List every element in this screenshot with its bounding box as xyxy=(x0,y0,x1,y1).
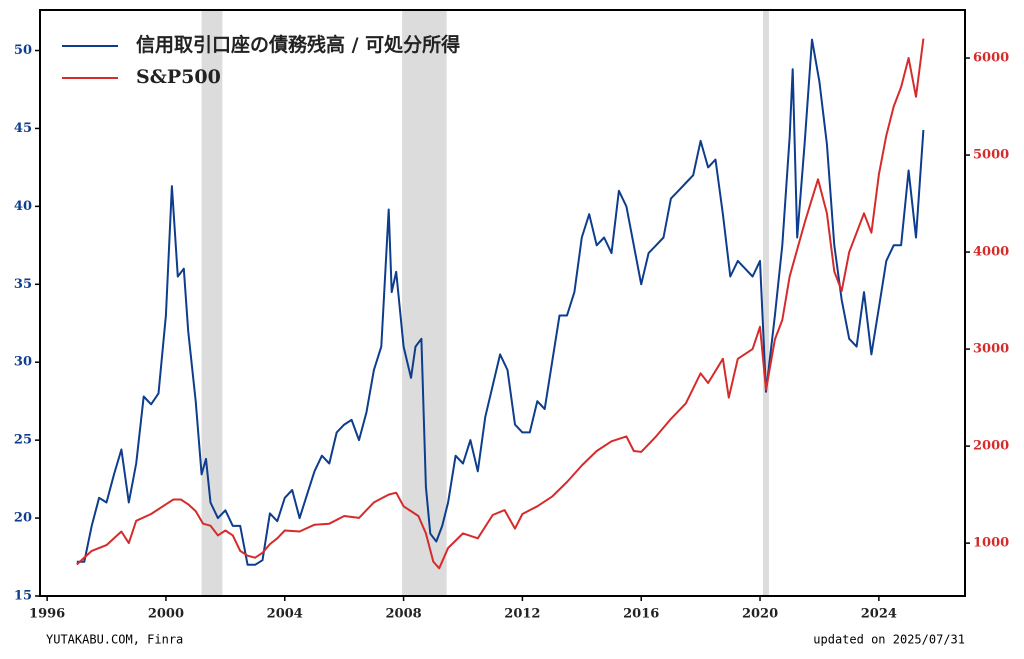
footnote-updated: updated on 2025/07/31 xyxy=(813,633,965,647)
plot-frame xyxy=(39,9,966,597)
y2-tick-label: 4000 xyxy=(973,245,1009,260)
y-tick-label: 40 xyxy=(14,199,32,214)
series-line xyxy=(76,38,925,570)
y2-tick-label: 5000 xyxy=(973,148,1009,163)
footnote-source: YUTAKABU.COM, Finra xyxy=(46,633,183,647)
x-tick-label: 2020 xyxy=(742,607,778,622)
y-tick-label: 50 xyxy=(14,43,32,58)
y-tick-label: 25 xyxy=(14,433,32,448)
y-tick-label: 20 xyxy=(14,511,32,526)
recession-shade xyxy=(763,10,769,596)
recession-shade xyxy=(201,10,223,596)
y2-tick-label: 2000 xyxy=(973,439,1009,454)
y-tick-label: 15 xyxy=(14,589,32,604)
y-tick-label: 35 xyxy=(14,277,32,292)
x-tick-label: 2008 xyxy=(385,607,421,622)
series-line xyxy=(76,38,925,566)
x-tick-label: 2000 xyxy=(148,607,184,622)
x-tick-label: 2012 xyxy=(504,607,540,622)
y-tick-label: 45 xyxy=(14,121,32,136)
y2-tick-label: 6000 xyxy=(973,51,1009,66)
x-tick-label: 1996 xyxy=(29,607,65,622)
x-tick-label: 2004 xyxy=(267,607,303,622)
recession-shade xyxy=(402,10,447,596)
y2-tick-label: 3000 xyxy=(973,342,1009,357)
x-tick-label: 2024 xyxy=(861,607,897,622)
y2-tick-label: 1000 xyxy=(973,536,1009,551)
y-tick-label: 30 xyxy=(14,355,32,370)
x-tick-label: 2016 xyxy=(623,607,659,622)
legend-label: 信用取引口座の債務残高 / 可処分所得 xyxy=(136,33,460,56)
legend-label: S&P500 xyxy=(136,66,221,88)
